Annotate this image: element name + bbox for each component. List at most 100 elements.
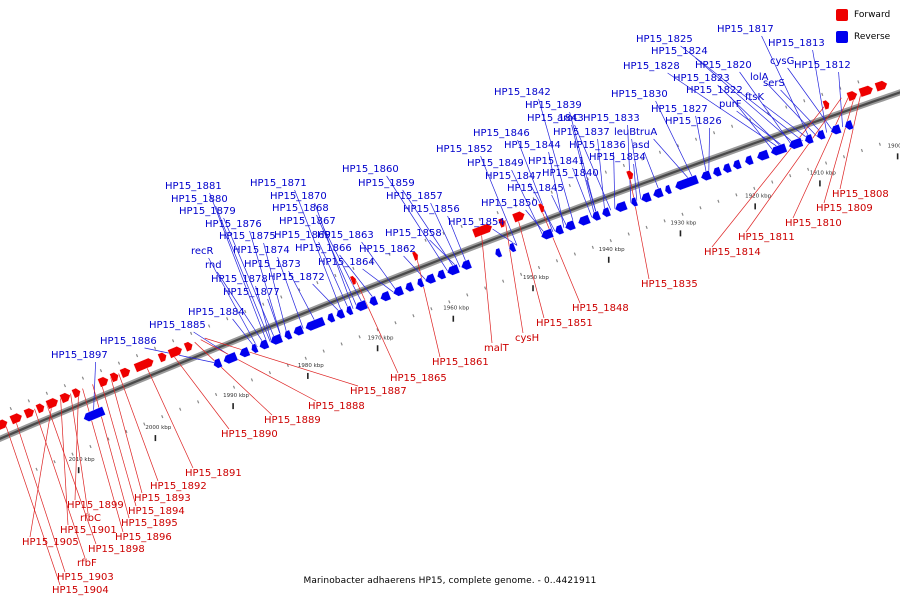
tick-mark: [135, 354, 139, 358]
reverse-gene: [293, 324, 305, 336]
tick-mark: [9, 406, 12, 411]
tick-mark: [502, 279, 505, 283]
tick-mark: [676, 144, 680, 148]
reverse-gene: [270, 333, 284, 346]
reverse-gene: [674, 174, 700, 191]
gene-features: [0, 80, 888, 431]
tick-label: 2000 kbp: [145, 425, 171, 431]
reverse-gene: [744, 154, 755, 166]
reverse-leader-line: [277, 256, 304, 329]
reverse-leader-line: [215, 205, 271, 342]
tick-mark: [143, 422, 146, 426]
reverse-gene-label: HP15_1885: [149, 320, 206, 331]
genome-axis: [0, 89, 900, 443]
reverse-leader-line: [294, 189, 343, 314]
reverse-gene-label: HP15_1862: [359, 244, 416, 255]
reverse-gene-label: HP15_1839: [525, 100, 582, 111]
reverse-gene: [83, 406, 106, 422]
tick-mark: [519, 272, 523, 276]
forward-gene: [846, 90, 858, 102]
forward-leader-line: [480, 229, 493, 344]
forward-gene-label: HP15_1894: [128, 506, 185, 517]
tick-mark: [161, 415, 164, 419]
forward-gene-label: rfbC: [80, 513, 101, 524]
tick-mark: [586, 177, 589, 181]
reverse-gene: [239, 346, 251, 358]
reverse-leader-line: [386, 175, 449, 272]
tick-mark: [197, 400, 200, 404]
reverse-leader-line: [318, 241, 350, 311]
reverse-gene-label: HP15_1873: [244, 259, 301, 270]
reverse-gene-label: HP15_1827: [651, 104, 708, 115]
forward-gene: [97, 376, 109, 388]
tick-mark: [712, 131, 716, 135]
forward-gene: [349, 275, 357, 286]
tick-mark: [731, 124, 734, 128]
reverse-leader-line: [223, 217, 276, 340]
reverse-gene: [393, 285, 405, 297]
reverse-gene-label: recR: [191, 246, 214, 257]
tick-label: 1980 kbp: [298, 363, 324, 369]
forward-gene: [822, 99, 830, 111]
forward-leader-line: [539, 206, 581, 304]
reverse-gene-label: HP15_1859: [358, 178, 415, 189]
tick-mark: [226, 317, 229, 321]
forward-gene: [167, 346, 183, 359]
tick-mark: [568, 183, 571, 188]
tick-mark: [478, 217, 481, 222]
reverse-gene: [712, 166, 723, 177]
reverse-gene-label: HP15_1884: [188, 307, 245, 318]
forward-gene-label: HP15_1811: [738, 232, 795, 243]
reverse-leader-line: [653, 138, 692, 182]
forward-leader-line: [711, 102, 828, 248]
forward-gene-label: HP15_1893: [134, 493, 191, 504]
tick-mark: [591, 245, 594, 249]
reverse-leader-line: [627, 124, 632, 203]
reverse-gene: [494, 247, 503, 258]
tick-mark: [394, 321, 397, 325]
reverse-gene: [436, 269, 447, 280]
tick-mark: [532, 197, 535, 201]
tick-mark: [171, 339, 175, 343]
reverse-leader-line: [144, 347, 218, 364]
reverse-gene: [640, 191, 653, 203]
reverse-gene: [284, 329, 293, 341]
reverse-gene: [788, 137, 804, 150]
forward-gene: [35, 403, 45, 414]
reverse-gene: [405, 281, 415, 293]
reverse-leader-line: [761, 35, 810, 139]
tick-mark: [807, 167, 810, 171]
reverse-gene: [213, 357, 223, 369]
tick-mark: [370, 259, 373, 263]
reverse-gene-label: HP15_1849: [467, 158, 524, 169]
reverse-leader-line: [361, 241, 398, 292]
forward-gene-label: HP15_1890: [221, 429, 278, 440]
reverse-gene-label: HP15_1837: [553, 127, 610, 138]
tick-mark: [496, 211, 499, 215]
reverse-leader-line: [312, 283, 342, 314]
reverse-gene: [630, 196, 639, 207]
forward-leader-line: [74, 390, 79, 501]
reverse-gene-label: HP15_1878: [211, 274, 268, 285]
forward-leader-line: [4, 421, 61, 586]
tick-mark: [208, 324, 211, 328]
reverse-leader-line: [232, 318, 256, 349]
reverse-gene-label: HP15_1841: [528, 156, 585, 167]
tick-mark: [280, 295, 283, 299]
reverse-gene: [380, 290, 392, 302]
reverse-gene-label: HP15_1863: [317, 230, 374, 241]
figure-caption: Marinobacter adhaerens HP15, complete ge…: [303, 576, 597, 586]
reverse-gene: [577, 214, 592, 227]
tick-mark: [694, 137, 698, 141]
forward-leader-line: [415, 254, 441, 358]
reverse-leader-line: [93, 361, 96, 415]
tick-mark: [125, 429, 128, 434]
tick-mark: [189, 331, 193, 336]
forward-leader-line: [29, 401, 53, 538]
reverse-leader-line: [216, 271, 265, 345]
reverse-leader-line: [680, 45, 803, 142]
reverse-gene: [540, 228, 555, 240]
reverse-leader-line: [695, 57, 795, 145]
reverse-leader-line: [267, 298, 282, 338]
forward-leader-line: [144, 362, 194, 469]
